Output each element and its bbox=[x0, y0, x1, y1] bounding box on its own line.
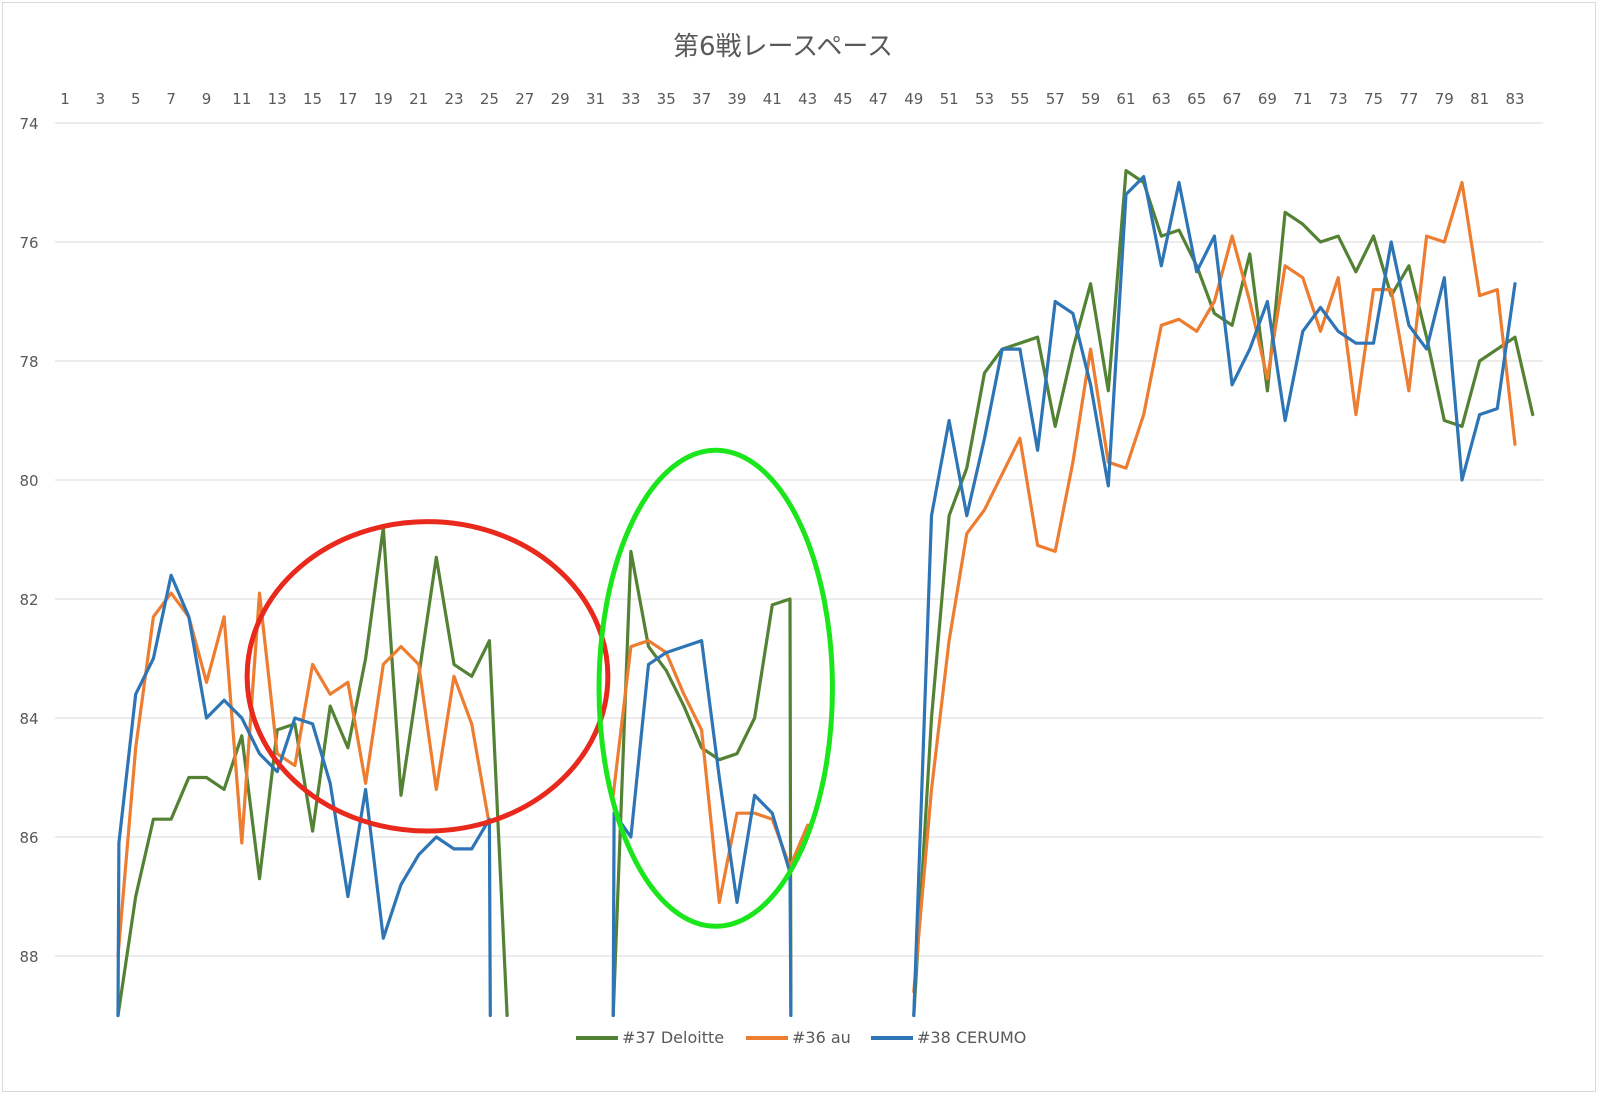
x-tick-label: 15 bbox=[303, 90, 322, 108]
x-tick-label: 69 bbox=[1258, 90, 1277, 108]
annotations bbox=[244, 447, 835, 929]
x-tick-label: 55 bbox=[1010, 90, 1029, 108]
legend-label: #38 CERUMO bbox=[917, 1028, 1026, 1047]
x-tick-label: 29 bbox=[551, 90, 570, 108]
x-tick-label: 39 bbox=[727, 90, 746, 108]
legend: #37 Deloitte #36 au #38 CERUMO bbox=[576, 1028, 1026, 1047]
x-tick-label: 51 bbox=[940, 90, 959, 108]
series-38-cerumo bbox=[116, 175, 1517, 1018]
x-tick-label: 53 bbox=[975, 90, 994, 108]
y-tick-label: 80 bbox=[19, 472, 38, 490]
x-tick-label: 65 bbox=[1187, 90, 1206, 108]
legend-item: #36 au bbox=[746, 1028, 851, 1047]
legend-item: #37 Deloitte bbox=[576, 1028, 724, 1047]
series-37-deloitte bbox=[116, 169, 1535, 1018]
x-tick-label: 31 bbox=[586, 90, 605, 108]
series-line-segment bbox=[912, 175, 1517, 1018]
x-tick-label: 9 bbox=[202, 90, 212, 108]
x-tick-label: 59 bbox=[1081, 90, 1100, 108]
legend-label: #36 au bbox=[792, 1028, 851, 1047]
series-line-segment bbox=[116, 573, 492, 1018]
chart-title: 第6戦レースペース bbox=[673, 32, 893, 62]
x-tick-label: 47 bbox=[869, 90, 888, 108]
series-36-au bbox=[116, 180, 1517, 994]
y-tick-label: 86 bbox=[19, 829, 38, 847]
y-tick-label: 82 bbox=[19, 591, 38, 609]
x-tick-label: 49 bbox=[904, 90, 923, 108]
series-line-segment bbox=[611, 639, 793, 1018]
highlight-ellipse bbox=[244, 519, 611, 834]
series-line-segment bbox=[912, 180, 1517, 994]
x-tick-label: 81 bbox=[1470, 90, 1489, 108]
x-tick-label: 7 bbox=[166, 90, 176, 108]
x-tick-label: 19 bbox=[374, 90, 393, 108]
x-tick-label: 23 bbox=[444, 90, 463, 108]
highlight-ellipse bbox=[596, 447, 835, 929]
x-tick-label: 61 bbox=[1116, 90, 1135, 108]
x-tick-label: 75 bbox=[1364, 90, 1383, 108]
series-line-segment bbox=[116, 591, 491, 958]
x-tick-label: 77 bbox=[1399, 90, 1418, 108]
y-axis-tick-labels: 74 76 78 80 82 84 86 88 bbox=[19, 115, 38, 966]
x-tick-label: 57 bbox=[1046, 90, 1065, 108]
y-tick-label: 76 bbox=[19, 234, 38, 252]
x-tick-label: 13 bbox=[268, 90, 287, 108]
x-tick-label: 17 bbox=[338, 90, 357, 108]
y-tick-label: 88 bbox=[19, 948, 38, 966]
x-tick-label: 5 bbox=[131, 90, 141, 108]
x-tick-label: 37 bbox=[692, 90, 711, 108]
x-tick-label: 67 bbox=[1223, 90, 1242, 108]
x-tick-label: 79 bbox=[1435, 90, 1454, 108]
x-tick-label: 71 bbox=[1293, 90, 1312, 108]
legend-label: #37 Deloitte bbox=[622, 1028, 724, 1047]
series-lines bbox=[116, 169, 1535, 1018]
series-line-segment bbox=[611, 639, 810, 905]
x-tick-label: 27 bbox=[515, 90, 534, 108]
y-tick-label: 78 bbox=[19, 353, 38, 371]
x-tick-label: 63 bbox=[1152, 90, 1171, 108]
y-tick-label: 84 bbox=[19, 710, 38, 728]
x-tick-label: 3 bbox=[96, 90, 106, 108]
series-line-segment bbox=[611, 549, 793, 1018]
x-tick-label: 43 bbox=[798, 90, 817, 108]
x-tick-label: 33 bbox=[621, 90, 640, 108]
x-tick-label: 41 bbox=[763, 90, 782, 108]
legend-item: #38 CERUMO bbox=[871, 1028, 1026, 1047]
x-tick-label: 45 bbox=[834, 90, 853, 108]
x-tick-label: 83 bbox=[1505, 90, 1524, 108]
y-tick-label: 74 bbox=[19, 115, 38, 133]
x-axis-tick-labels: 1 3 5 7 9 11 13 15 17 19 21 23 25 27 29 31 33 35 37 39 41 43 4… bbox=[60, 90, 1524, 108]
series-line-segment bbox=[116, 525, 509, 1018]
gridlines bbox=[55, 122, 1543, 957]
x-tick-label: 11 bbox=[232, 90, 251, 108]
x-tick-label: 21 bbox=[409, 90, 428, 108]
x-tick-label: 1 bbox=[60, 90, 70, 108]
x-tick-label: 73 bbox=[1329, 90, 1348, 108]
x-tick-label: 25 bbox=[480, 90, 499, 108]
x-tick-label: 35 bbox=[657, 90, 676, 108]
